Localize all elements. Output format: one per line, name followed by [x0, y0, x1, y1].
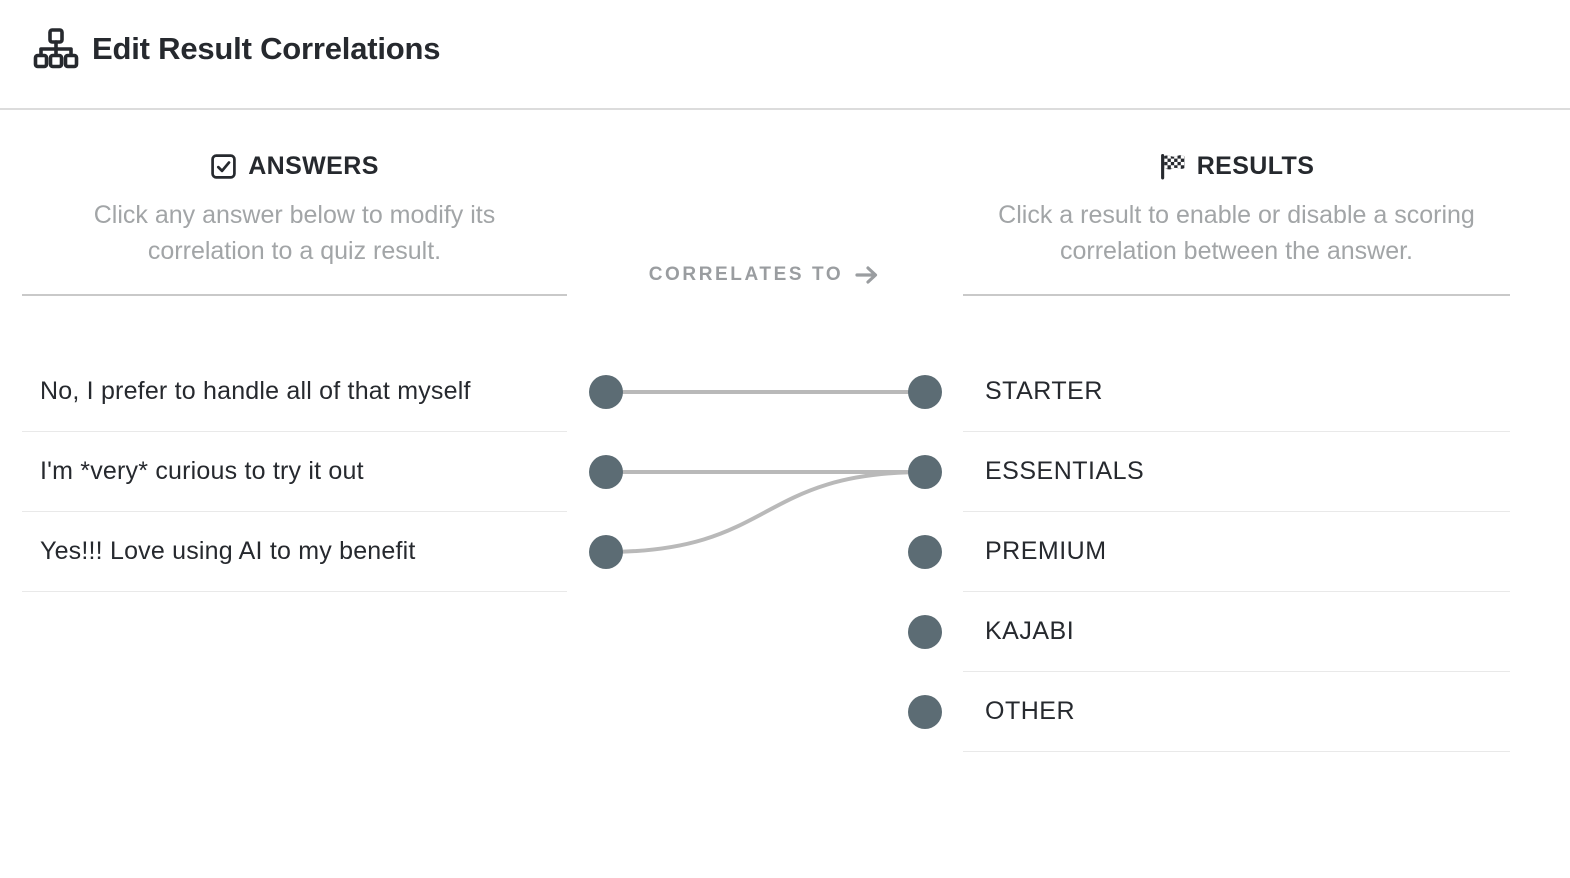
result-row[interactable]: KAJABI	[963, 592, 1510, 672]
correlates-to-text: CORRELATES TO	[648, 264, 844, 285]
answer-row[interactable]: No, I prefer to handle all of that mysel…	[22, 352, 567, 432]
answer-label: Yes!!! Love using AI to my benefit	[40, 537, 416, 565]
page-title: Edit Result Correlations	[92, 31, 441, 66]
result-dot[interactable]	[908, 455, 942, 489]
result-row[interactable]: ESSENTIALS	[963, 432, 1510, 512]
result-label: ESSENTIALS	[985, 457, 1145, 485]
result-label: KAJABI	[985, 617, 1075, 645]
correlates-to-label: CORRELATES TO	[567, 258, 963, 292]
result-label: STARTER	[985, 377, 1103, 405]
answers-column-header: ANSWERS Click any answer below to modify…	[22, 152, 567, 269]
result-label: OTHER	[985, 697, 1075, 725]
result-dot[interactable]	[908, 695, 942, 729]
result-row[interactable]: STARTER	[963, 352, 1510, 432]
answers-description: Click any answer below to modify its cor…	[93, 201, 496, 265]
right-arrow-icon	[855, 265, 881, 285]
answer-dot[interactable]	[589, 535, 623, 569]
results-description: Click a result to enable or disable a sc…	[998, 201, 1475, 265]
answer-dot[interactable]	[589, 455, 623, 489]
results-heading: RESULTS	[1196, 152, 1315, 180]
header-divider	[0, 108, 1570, 110]
answers-heading: ANSWERS	[248, 152, 379, 180]
result-row[interactable]: PREMIUM	[963, 512, 1510, 592]
result-dot[interactable]	[908, 375, 942, 409]
answer-row[interactable]: Yes!!! Love using AI to my benefit	[22, 512, 567, 592]
correlation-wire-canvas	[589, 375, 942, 729]
result-label: PREMIUM	[985, 537, 1107, 565]
checkered-flag-icon	[1159, 153, 1186, 180]
results-column-header: RESULTS Click a result to enable or disa…	[963, 152, 1510, 269]
answer-dot[interactable]	[589, 375, 623, 409]
result-row[interactable]: OTHER	[963, 672, 1510, 752]
correlation-line	[604, 470, 927, 554]
answers-header-divider	[22, 294, 567, 296]
result-dot[interactable]	[908, 535, 942, 569]
answer-label: I'm *very* curious to try it out	[40, 457, 364, 485]
page-header: Edit Result Correlations	[33, 26, 441, 72]
result-dot[interactable]	[908, 615, 942, 649]
answer-row[interactable]: I'm *very* curious to try it out	[22, 432, 567, 512]
results-header-divider	[963, 294, 1510, 296]
answer-label: No, I prefer to handle all of that mysel…	[40, 377, 471, 405]
sitemap-icon	[33, 26, 79, 72]
checkbox-checked-icon	[210, 153, 237, 180]
